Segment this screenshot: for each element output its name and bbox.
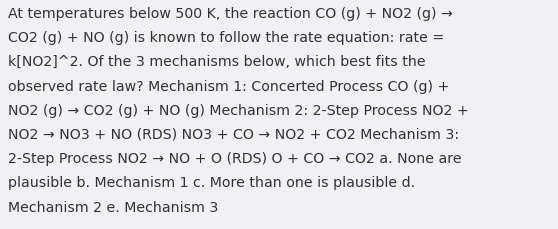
Text: observed rate law? Mechanism 1: Concerted Process CO (g) +: observed rate law? Mechanism 1: Concerte…	[8, 79, 450, 93]
Text: NO2 (g) → CO2 (g) + NO (g) Mechanism 2: 2-Step Process NO2 +: NO2 (g) → CO2 (g) + NO (g) Mechanism 2: …	[8, 103, 469, 117]
Text: 2-Step Process NO2 → NO + O (RDS) O + CO → CO2 a. None are: 2-Step Process NO2 → NO + O (RDS) O + CO…	[8, 152, 462, 165]
Text: k[NO2]^2. Of the 3 mechanisms below, which best fits the: k[NO2]^2. Of the 3 mechanisms below, whi…	[8, 55, 426, 69]
Text: plausible b. Mechanism 1 c. More than one is plausible d.: plausible b. Mechanism 1 c. More than on…	[8, 176, 416, 190]
Text: NO2 → NO3 + NO (RDS) NO3 + CO → NO2 + CO2 Mechanism 3:: NO2 → NO3 + NO (RDS) NO3 + CO → NO2 + CO…	[8, 127, 459, 141]
Text: CO2 (g) + NO (g) is known to follow the rate equation: rate =: CO2 (g) + NO (g) is known to follow the …	[8, 31, 445, 45]
Text: Mechanism 2 e. Mechanism 3: Mechanism 2 e. Mechanism 3	[8, 200, 219, 214]
Text: At temperatures below 500 K, the reaction CO (g) + NO2 (g) →: At temperatures below 500 K, the reactio…	[8, 7, 453, 21]
